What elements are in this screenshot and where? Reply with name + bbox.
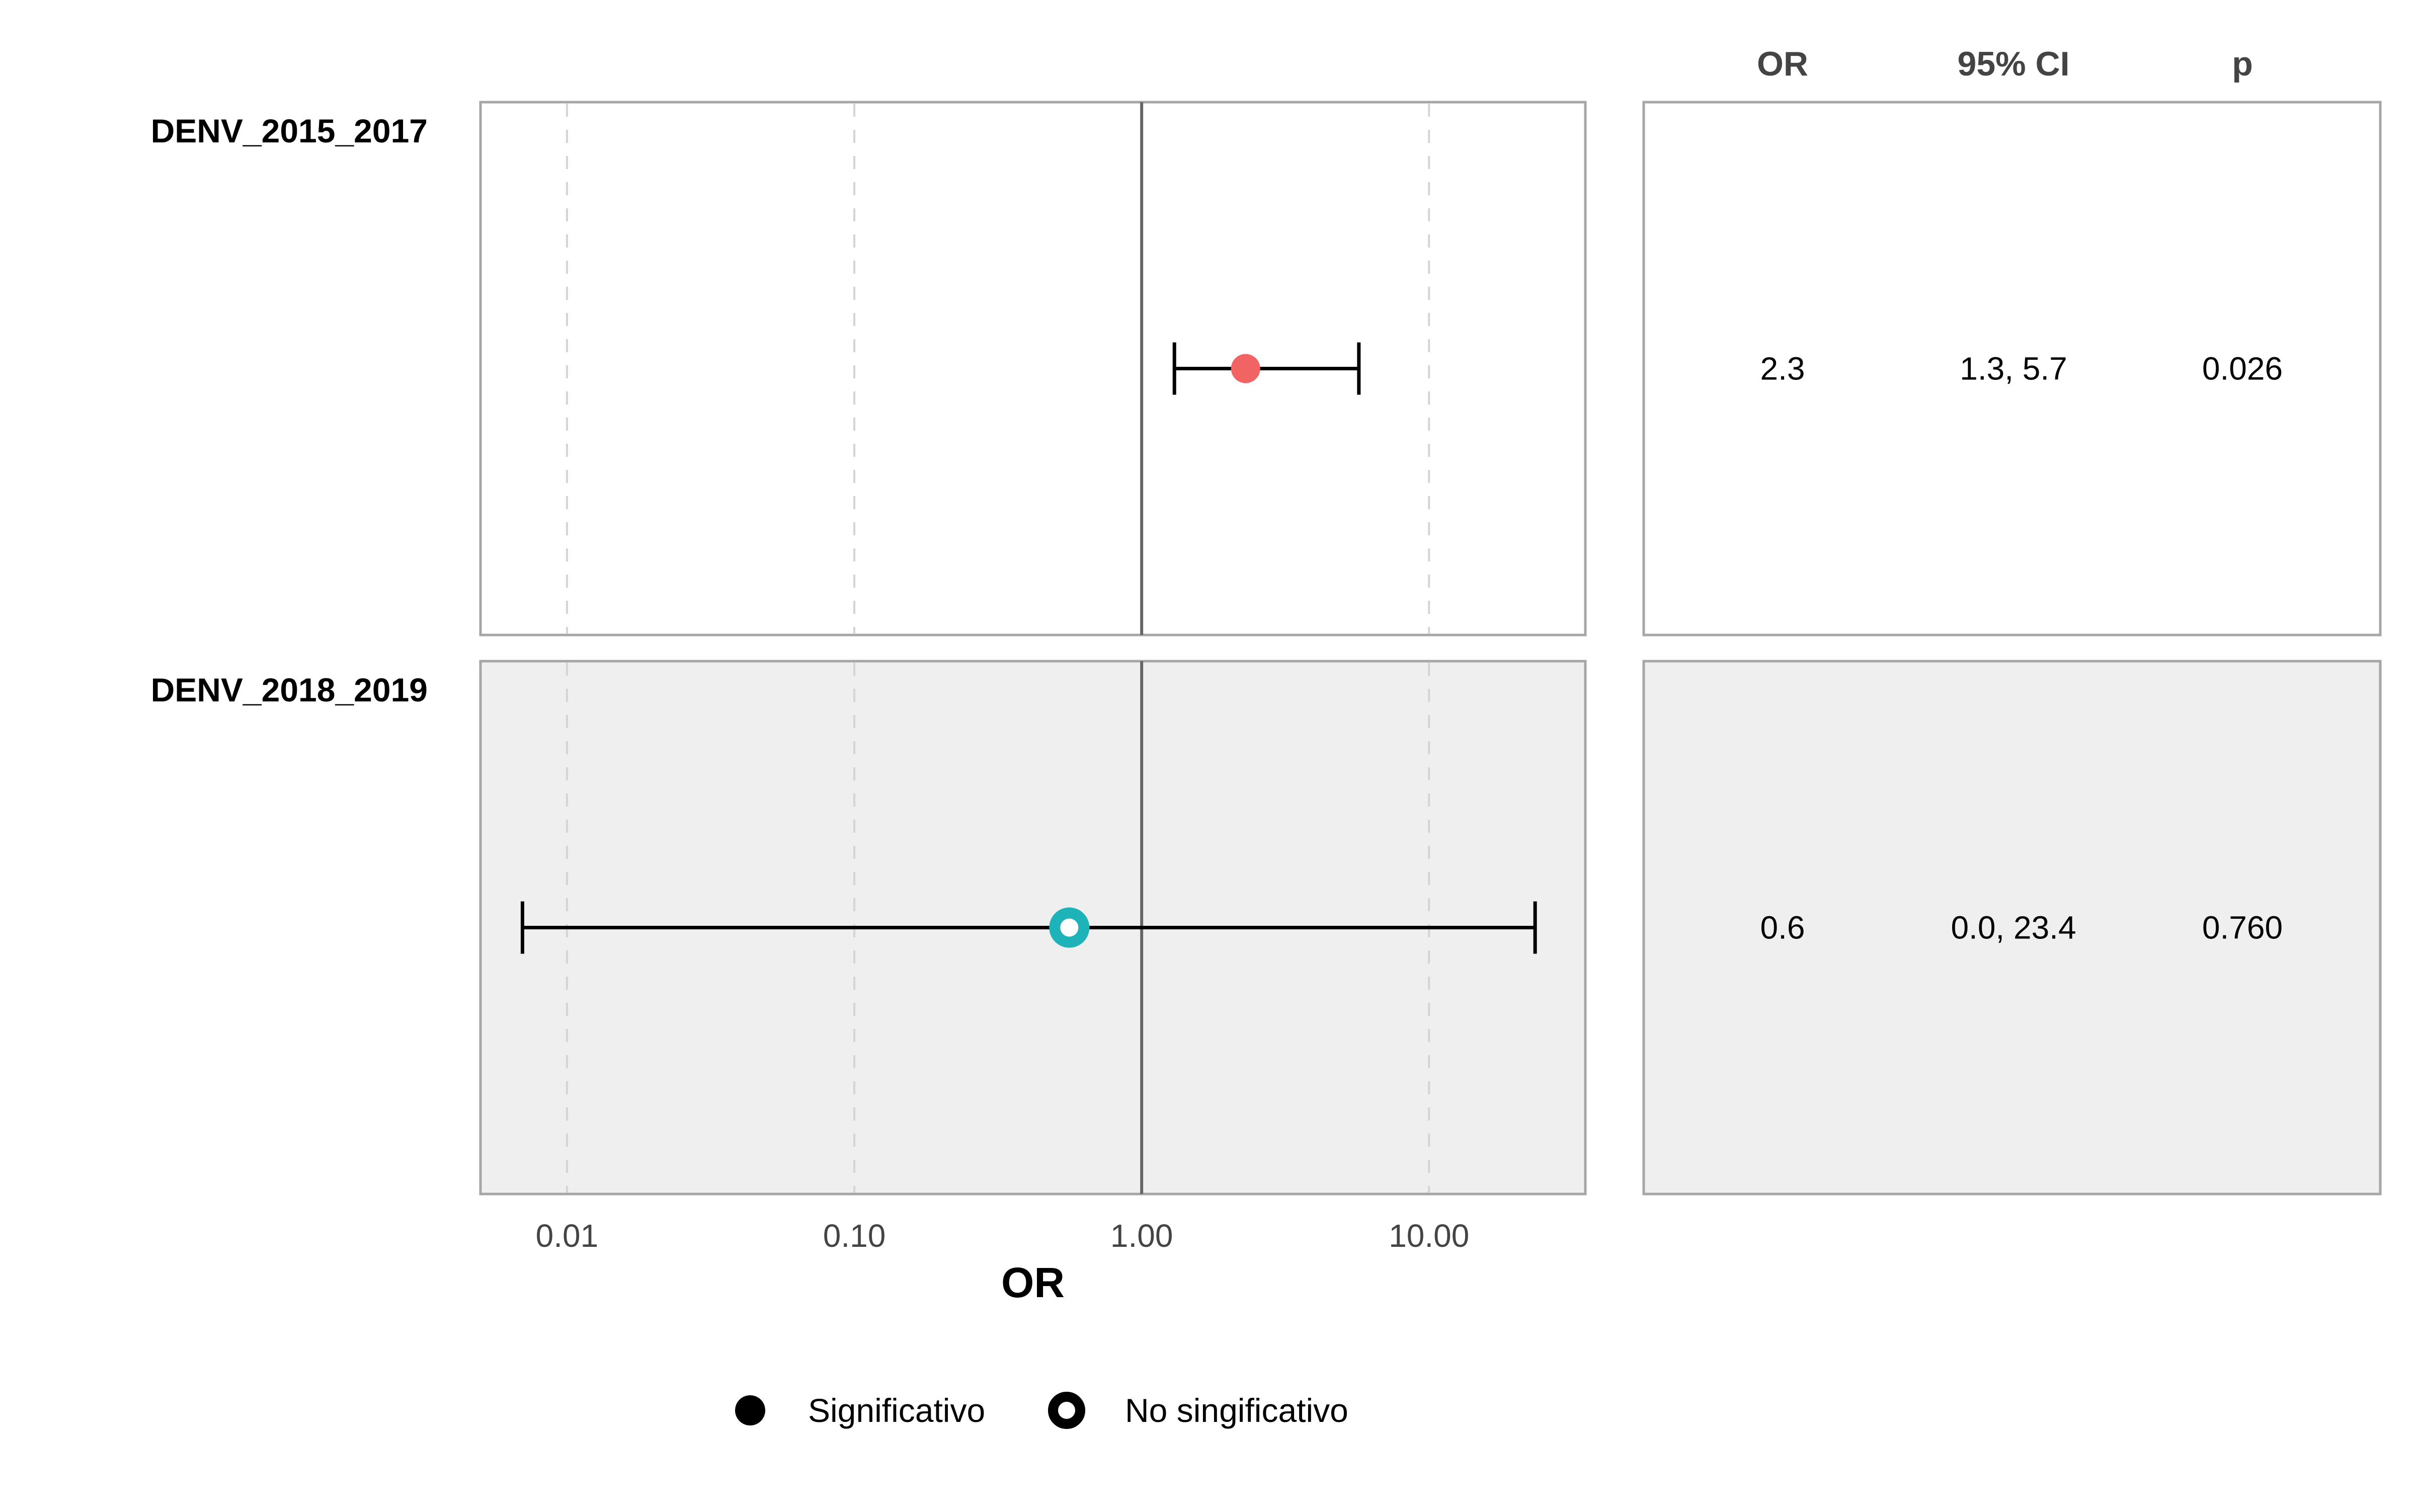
plot-panel [479,101,1587,636]
table-or-value: 0.6 [1760,910,1805,946]
x-tick-label: 1.00 [1110,1218,1173,1254]
table-panel [1642,660,2382,1196]
table-or-value: 2.3 [1760,351,1805,387]
x-axis-title: OR [1001,1259,1065,1306]
table-ci-value: 1.3, 5.7 [1960,351,2067,387]
table-p-value: 0.760 [2202,910,2283,946]
table-ci-value: 0.0, 23.4 [1951,910,2076,946]
point-estimate [1231,354,1260,383]
table-header-0: OR [1757,45,1808,83]
table-p-value: 0.026 [2202,351,2283,387]
legend-label: No singificativo [1125,1392,1348,1429]
row-label: DENV_2015_2017 [151,112,428,149]
x-tick-label: 10.00 [1389,1218,1469,1254]
table-header-1: 95% CI [1958,45,2070,83]
table-header-2: p [2232,45,2253,83]
x-tick-label: 0.10 [823,1218,886,1254]
legend-label: Significativo [808,1392,985,1429]
legend-marker-open [1048,1392,1085,1429]
legend-marker-filled [735,1395,765,1425]
x-tick-label: 0.01 [536,1218,599,1254]
point-estimate [1049,907,1090,948]
table-panel [1642,101,2382,636]
row-label: DENV_2018_2019 [151,671,428,708]
